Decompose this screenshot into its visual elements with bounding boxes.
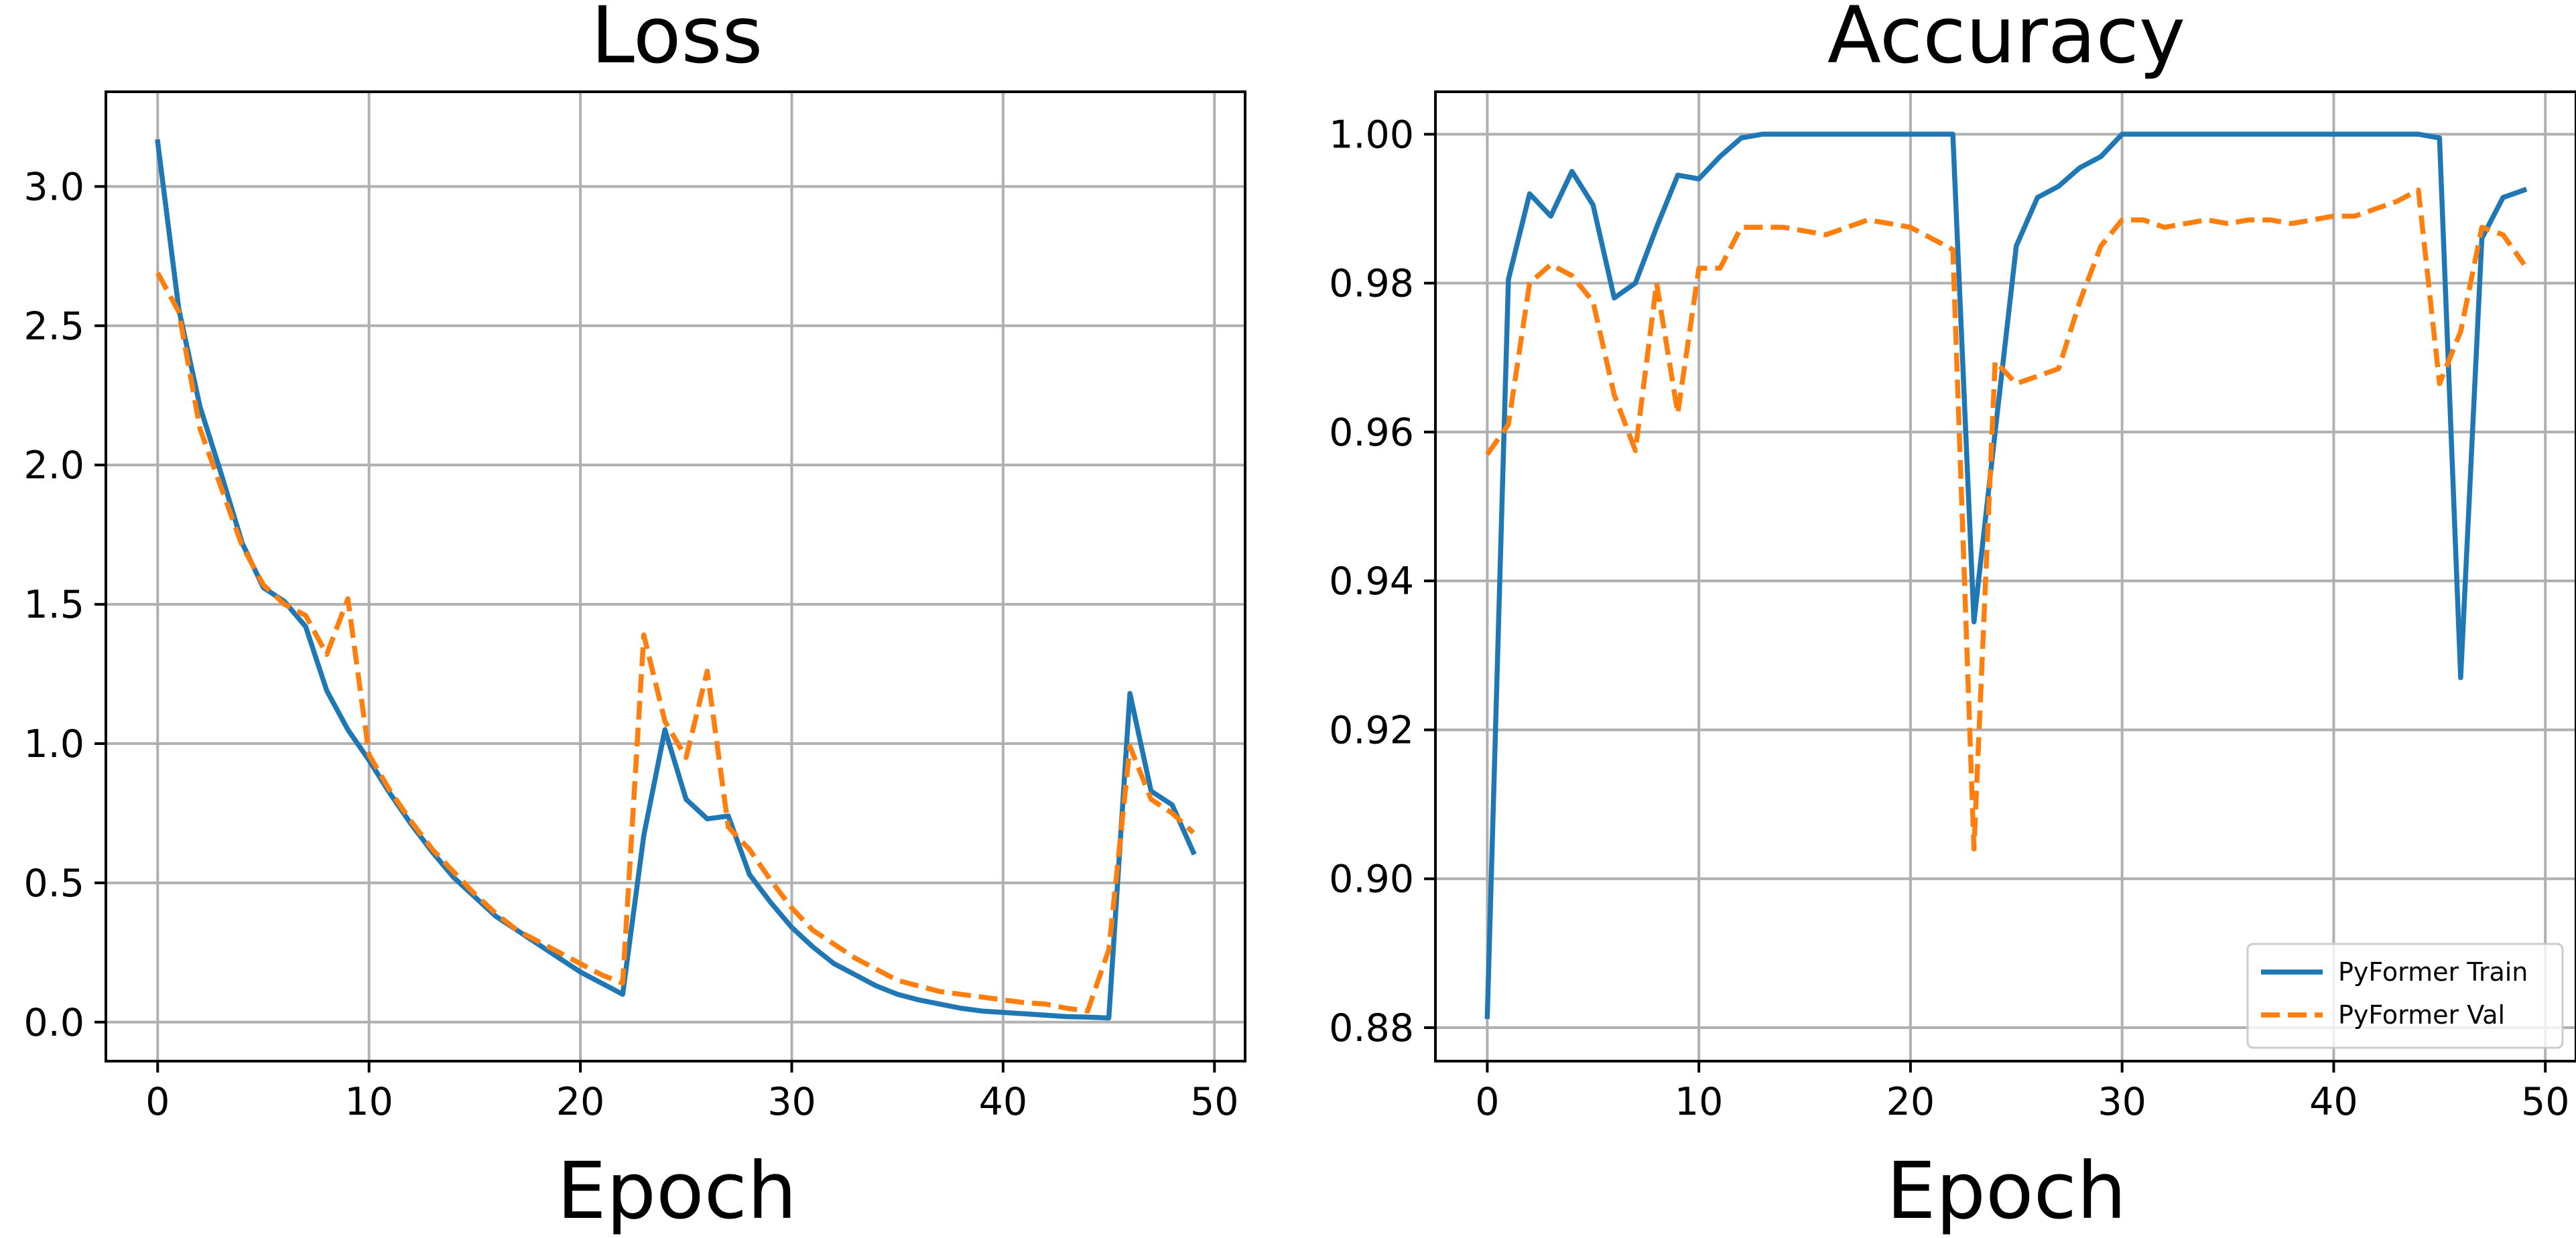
accuracy-y-tick-label: 0.90 <box>1329 857 1414 902</box>
accuracy-legend-label-val: PyFormer Val <box>2338 1000 2505 1030</box>
loss-y-tick-label: 0.0 <box>23 1001 84 1045</box>
accuracy-axes-frame <box>1434 90 2576 1062</box>
loss-x-axis-label: Epoch <box>557 1145 797 1237</box>
loss-x-tick-label: 20 <box>556 1080 605 1124</box>
accuracy-chart: Accuracy Epoch 0 10 20 30 40 50 0.88 0.90 0.92 0.… <box>1329 0 2576 1237</box>
accuracy-x-tick-label: 20 <box>1886 1080 1935 1124</box>
accuracy-legend: PyFormer Train PyFormer Val <box>2246 943 2564 1049</box>
loss-y-tick-label: 1.0 <box>23 722 84 766</box>
accuracy-legend-box <box>2246 943 2564 1049</box>
accuracy-x-tick-label: 40 <box>2309 1080 2358 1124</box>
loss-x-tick-label: 10 <box>344 1080 393 1124</box>
loss-x-tick-label: 30 <box>767 1080 816 1124</box>
accuracy-legend-label-train: PyFormer Train <box>2338 957 2528 987</box>
accuracy-chart-title: Accuracy <box>1827 0 2185 81</box>
loss-x-tick-label: 40 <box>979 1080 1028 1124</box>
accuracy-y-tick-label: 0.94 <box>1329 559 1414 604</box>
accuracy-x-tick-label: 50 <box>2521 1080 2570 1124</box>
accuracy-x-tick-label: 0 <box>1475 1080 1499 1124</box>
accuracy-x-axis-label: Epoch <box>1886 1145 2126 1237</box>
loss-series-val-line <box>155 271 1196 1014</box>
loss-y-tick-label: 1.5 <box>23 583 84 627</box>
accuracy-y-tick-label: 0.92 <box>1329 708 1414 752</box>
loss-chart: Loss Epoch 0 10 20 30 40 50 0.0 0.5 1.0 1.5 2.0 2.5… <box>23 0 1246 1237</box>
accuracy-series-val-line <box>1485 187 2526 852</box>
accuracy-y-tick-label: 1.00 <box>1329 113 1414 157</box>
accuracy-y-tick-label: 0.98 <box>1329 262 1414 306</box>
loss-y-tick-label: 0.5 <box>23 862 84 906</box>
accuracy-y-tick-label: 0.88 <box>1329 1006 1414 1050</box>
loss-y-tick-label: 2.0 <box>23 443 84 488</box>
loss-x-tick-label: 0 <box>145 1080 170 1124</box>
loss-y-tick-label: 3.0 <box>23 165 84 209</box>
loss-x-tick-label: 50 <box>1190 1080 1239 1124</box>
loss-series-train-line <box>155 139 1197 1021</box>
accuracy-y-tick-label: 0.96 <box>1329 411 1414 455</box>
loss-chart-title: Loss <box>591 0 763 81</box>
accuracy-x-tick-label: 10 <box>1675 1080 1724 1124</box>
accuracy-x-tick-label: 30 <box>2098 1080 2146 1124</box>
loss-axes-frame <box>105 90 1246 1062</box>
loss-y-tick-label: 2.5 <box>23 304 84 348</box>
accuracy-series-train-line <box>1484 131 2528 1020</box>
